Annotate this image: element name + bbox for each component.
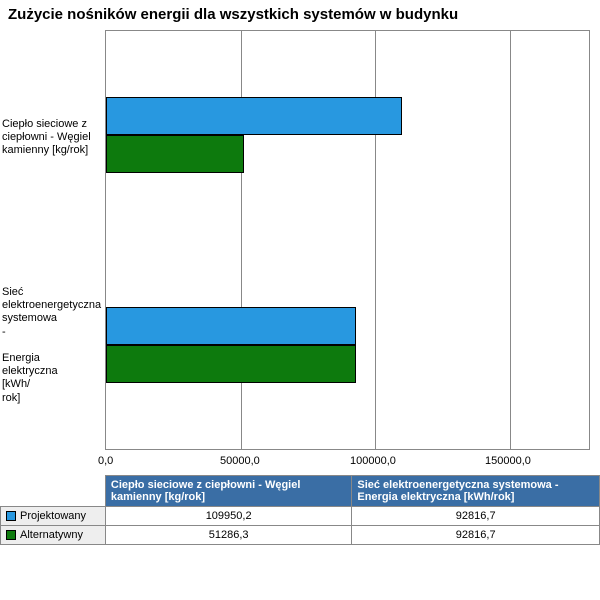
- row-header-projektowany: Projektowany: [1, 507, 106, 526]
- row-header-alternatywny: Alternatywny: [1, 526, 106, 545]
- y-category-label-0: Ciepło sieciowe z ciepłowni - Węgiel kam…: [2, 118, 102, 158]
- swatch-icon: [6, 530, 16, 540]
- table-cell: 92816,7: [352, 526, 600, 545]
- y-category-label-1: Sieć elektroenergetyczna systemowa - Ene…: [2, 286, 102, 405]
- x-tick-label: 50000,0: [220, 455, 260, 467]
- chart-container: Zużycie nośników energii dla wszystkich …: [0, 0, 600, 600]
- gridline: [241, 31, 242, 449]
- table-cell: 109950,2: [105, 507, 351, 526]
- table-corner: [1, 476, 106, 507]
- bar-projektowany-0: [106, 97, 402, 135]
- plot-area: [105, 30, 590, 450]
- chart-title: Zużycie nośników energii dla wszystkich …: [0, 0, 600, 27]
- gridline: [510, 31, 511, 449]
- bar-projektowany-1: [106, 307, 356, 345]
- table-col-header-0: Ciepło sieciowe z ciepłowni - Węgiel kam…: [105, 476, 351, 507]
- bar-alternatywny-0: [106, 135, 244, 173]
- gridline: [375, 31, 376, 449]
- table-row: Projektowany 109950,2 92816,7: [1, 507, 600, 526]
- swatch-icon: [6, 511, 16, 521]
- table-cell: 92816,7: [352, 507, 600, 526]
- x-tick-label: 0,0: [98, 455, 113, 467]
- data-table: Ciepło sieciowe z ciepłowni - Węgiel kam…: [0, 475, 600, 545]
- x-tick-label: 100000,0: [350, 455, 396, 467]
- table-row: Alternatywny 51286,3 92816,7: [1, 526, 600, 545]
- table-cell: 51286,3: [105, 526, 351, 545]
- bar-alternatywny-1: [106, 345, 356, 383]
- table-col-header-1: Sieć elektroenergetyczna systemowa - Ene…: [352, 476, 600, 507]
- x-tick-label: 150000,0: [485, 455, 531, 467]
